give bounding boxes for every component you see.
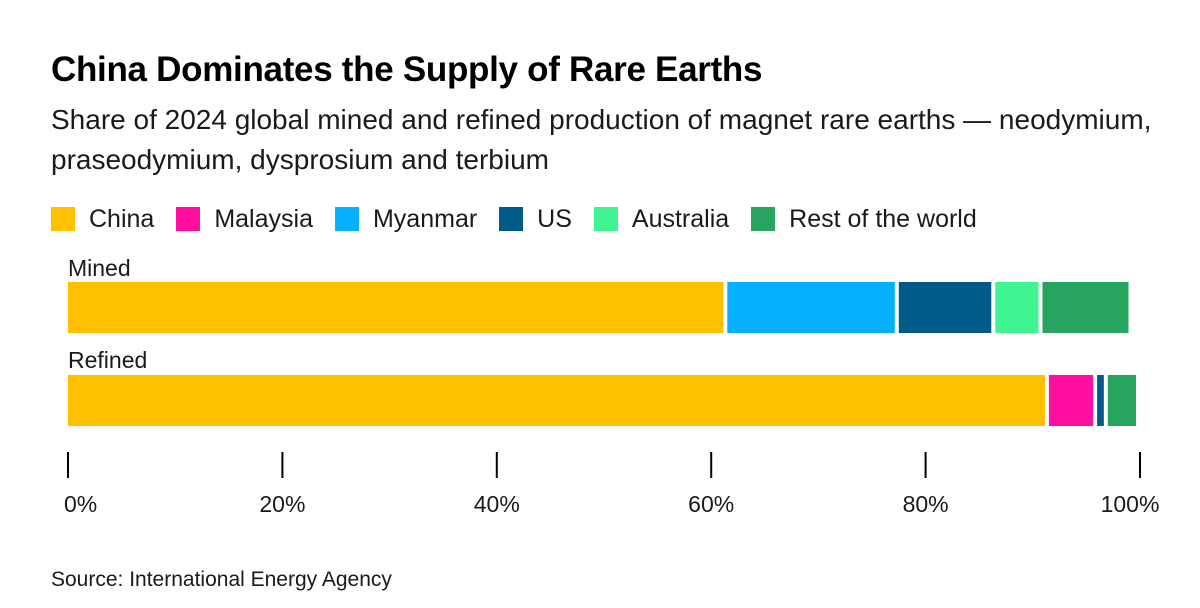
legend-swatch-malaysia xyxy=(176,207,201,231)
legend-label-malaysia: Malaysia xyxy=(214,204,313,233)
bar-refined-rest-of-the-world xyxy=(1107,375,1136,426)
legend-item-myanmar: Myanmar xyxy=(334,204,478,234)
bar-mined-australia xyxy=(995,282,1039,333)
legend-swatch-australia xyxy=(593,207,618,231)
legend-swatch-myanmar xyxy=(334,207,359,231)
source-note: Source: International Energy Agency xyxy=(51,568,392,591)
x-tick-label-3: 60% xyxy=(688,491,734,517)
legend-item-australia: Australia xyxy=(593,204,730,234)
legend-item-malaysia: Malaysia xyxy=(176,205,313,234)
legend-swatch-rest-of-world xyxy=(751,207,776,231)
bar-refined-us xyxy=(1097,375,1104,426)
chart-subtitle: Share of 2024 global mined and refined p… xyxy=(51,104,1152,175)
x-axis: 0% 20% 40% 60% 80% 100% xyxy=(64,452,1159,517)
legend-item-china: China xyxy=(51,205,154,234)
bar-mined-us xyxy=(898,282,992,333)
category-label-refined: Refined xyxy=(68,347,147,373)
x-tick-label-0: 0% xyxy=(64,491,97,517)
x-tick-label-1: 20% xyxy=(259,491,305,517)
bar-mined-china xyxy=(68,282,724,333)
legend-swatch-china xyxy=(51,207,75,231)
bar-mined-rest-of-the-world xyxy=(1042,282,1129,333)
x-tick-label-4: 80% xyxy=(903,491,949,517)
bar-refined-china xyxy=(68,375,1045,426)
legend-label-australia: Australia xyxy=(631,204,730,233)
legend-label-us: US xyxy=(537,204,572,233)
legend-item-rest-of-world: Rest of the world xyxy=(751,205,977,234)
chart-title: China Dominates the Supply of Rare Earth… xyxy=(51,50,763,89)
category-label-mined: Mined xyxy=(68,255,131,281)
x-tick-label-5: 100% xyxy=(1101,491,1160,517)
legend-item-us: US xyxy=(499,205,572,234)
legend-label-myanmar: Myanmar xyxy=(372,204,478,233)
legend-label-china: China xyxy=(89,204,155,233)
bar-segments xyxy=(68,282,1136,426)
bar-mined-myanmar xyxy=(727,282,895,333)
legend-swatch-us xyxy=(499,207,524,231)
legend: China Malaysia Myanmar US Australia Rest… xyxy=(51,202,999,236)
bar-refined-malaysia xyxy=(1048,375,1094,426)
x-tick-label-2: 40% xyxy=(474,491,520,517)
legend-label-rest-of-world: Rest of the world xyxy=(789,204,977,233)
